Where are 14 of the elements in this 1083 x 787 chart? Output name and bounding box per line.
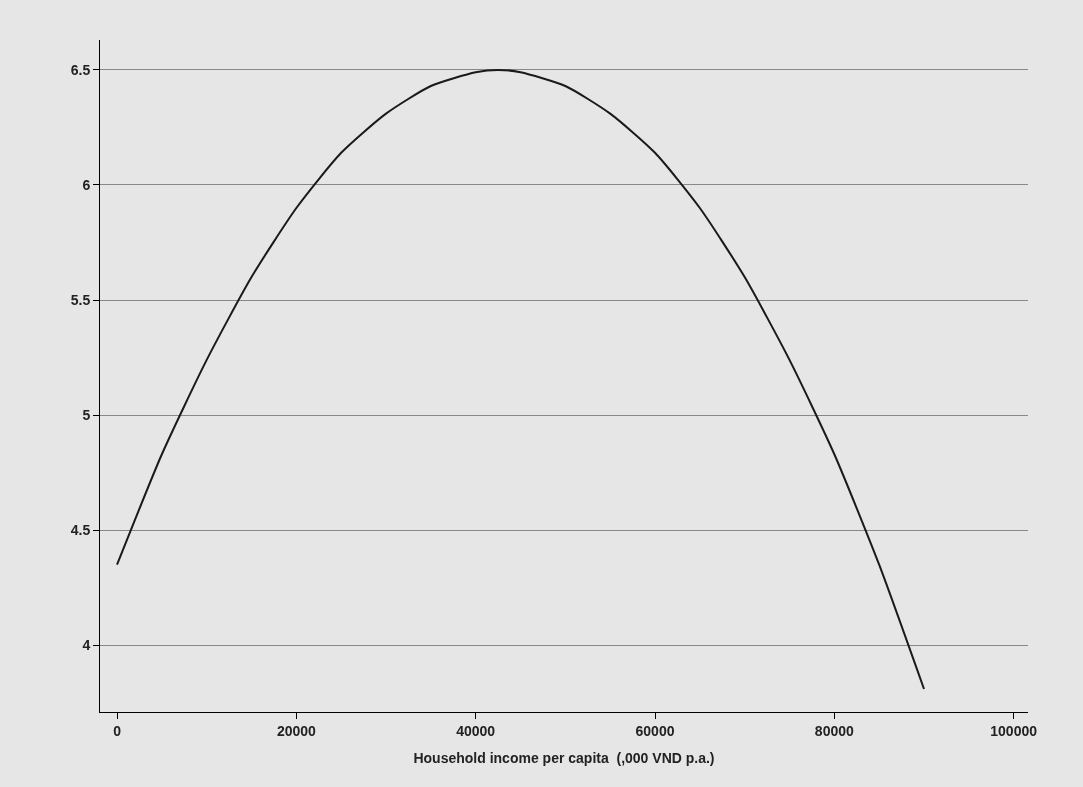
y-tick-label: 4 (82, 637, 91, 654)
y-tick-label: 5 (82, 407, 91, 424)
x-tick-label: 40000 (456, 722, 496, 739)
x-tick-label: 20000 (276, 722, 317, 739)
y-tick-label: 6 (82, 176, 91, 193)
y-tick-label: 4.5 (70, 522, 91, 539)
y-tick-label: 6.5 (70, 61, 91, 78)
line-series (116, 68, 925, 690)
x-tick-label: 80000 (814, 722, 855, 739)
x-tick-label: 0 (113, 722, 122, 739)
x-axis-title: Household income per capita (,000 VND p.a.) (413, 750, 715, 767)
y-tick-label: 5.5 (70, 291, 91, 308)
x-tick-label: 60000 (635, 722, 675, 739)
x-tick-label: 100000 (990, 722, 1038, 739)
